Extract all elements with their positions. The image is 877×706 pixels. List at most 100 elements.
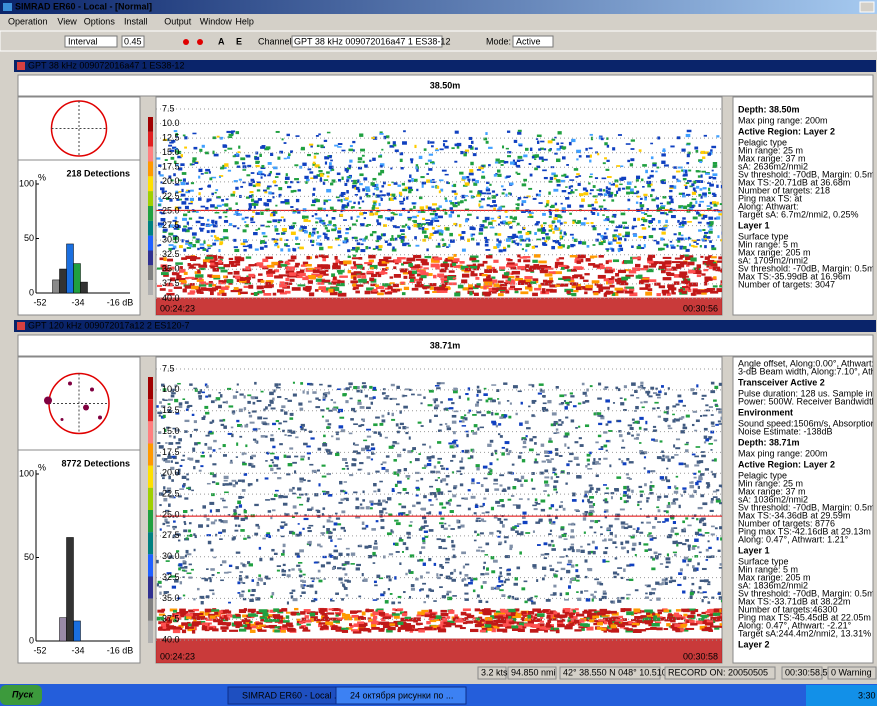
echo-dot bbox=[373, 483, 377, 486]
echo-dot bbox=[627, 160, 630, 162]
echo-dot bbox=[499, 474, 504, 476]
echo-dot bbox=[457, 146, 460, 149]
echo-dot bbox=[433, 600, 436, 602]
echo-dot bbox=[522, 248, 524, 250]
echo-dot bbox=[191, 509, 194, 511]
menu-item[interactable]: Options bbox=[84, 16, 116, 26]
echo-dot bbox=[413, 206, 416, 209]
echo-dot bbox=[411, 160, 413, 163]
menu-item[interactable]: Window bbox=[200, 16, 233, 26]
echo-dot bbox=[238, 480, 242, 482]
bottom-echo bbox=[229, 261, 234, 265]
menu-item[interactable]: Help bbox=[235, 16, 254, 26]
echo-dot bbox=[420, 588, 424, 590]
echo-dot bbox=[539, 383, 544, 385]
echo-dot bbox=[545, 233, 549, 235]
bottom-echo bbox=[512, 271, 520, 275]
echo-dot bbox=[253, 232, 258, 235]
channel-select-text[interactable]: GPT 38 kHz 009072016a47 1 ES38-12 bbox=[294, 36, 450, 46]
echo-dot bbox=[377, 502, 382, 505]
menu-item[interactable]: View bbox=[57, 16, 77, 26]
echo-dot bbox=[544, 469, 548, 472]
echo-dot bbox=[439, 205, 442, 207]
echo-dot bbox=[531, 602, 536, 605]
echo-dot bbox=[561, 421, 563, 424]
echo-dot bbox=[302, 215, 305, 218]
echo-dot bbox=[682, 487, 686, 489]
interval-select-text[interactable]: Interval bbox=[68, 36, 98, 46]
bottom-echo bbox=[221, 270, 228, 273]
echo-dot bbox=[210, 549, 213, 552]
histogram-unit: % bbox=[38, 462, 46, 472]
echo-dot bbox=[208, 541, 211, 544]
echo-dot bbox=[548, 140, 553, 143]
record-button[interactable] bbox=[183, 39, 189, 45]
echo-dot bbox=[698, 507, 703, 509]
bottom-echo bbox=[448, 257, 454, 260]
echo-dot bbox=[306, 179, 310, 181]
echo-dot bbox=[400, 193, 402, 196]
echo-dot bbox=[451, 579, 455, 582]
echo-dot bbox=[235, 202, 237, 204]
echo-dot bbox=[378, 245, 382, 248]
color-scale bbox=[148, 599, 153, 621]
interval-value-text[interactable]: 0.45 bbox=[124, 36, 142, 46]
echo-dot bbox=[623, 568, 626, 571]
echo-dot bbox=[322, 532, 324, 535]
channel-label: Channel: bbox=[258, 36, 294, 46]
echo-dot bbox=[421, 546, 425, 548]
depth-label: 20.0 bbox=[162, 176, 180, 186]
color-scale bbox=[148, 206, 153, 221]
echo-dot bbox=[397, 492, 401, 494]
mode-select-text[interactable]: Active bbox=[516, 36, 541, 46]
echo-dot bbox=[435, 149, 439, 151]
echo-dot bbox=[679, 226, 684, 228]
record-button[interactable] bbox=[197, 39, 203, 45]
echo-dot bbox=[343, 586, 346, 588]
echo-dot bbox=[344, 183, 347, 186]
toolbar-button[interactable]: E bbox=[236, 36, 242, 46]
echo-dot bbox=[535, 223, 538, 225]
echo-dot bbox=[612, 541, 616, 544]
echo-dot bbox=[510, 183, 514, 186]
bottom-echo bbox=[285, 278, 289, 281]
echo-dot bbox=[440, 574, 443, 576]
echo-dot bbox=[471, 141, 474, 144]
echo-dot bbox=[250, 594, 254, 596]
echo-dot bbox=[478, 399, 482, 401]
echo-dot bbox=[709, 228, 712, 230]
time-start: 00:24:23 bbox=[160, 303, 195, 313]
echo-dot bbox=[623, 462, 627, 465]
bottom-echo bbox=[210, 291, 214, 295]
echo-dot bbox=[544, 481, 548, 484]
echo-dot bbox=[254, 533, 258, 536]
echo-dot bbox=[692, 198, 697, 200]
echo-dot bbox=[372, 205, 375, 208]
echo-dot bbox=[428, 141, 430, 144]
echo-dot bbox=[173, 436, 175, 439]
bottom-echo bbox=[548, 280, 554, 282]
echo-dot bbox=[582, 499, 584, 502]
echo-dot bbox=[328, 221, 331, 223]
menu-item[interactable]: Install bbox=[124, 16, 148, 26]
echo-dot bbox=[260, 241, 262, 244]
echo-dot bbox=[318, 399, 320, 401]
echo-dot bbox=[285, 181, 288, 184]
echo-dot bbox=[589, 452, 591, 455]
toolbar-button[interactable]: A bbox=[218, 36, 225, 46]
echo-dot bbox=[453, 487, 456, 490]
color-scale bbox=[148, 280, 153, 295]
menu-item[interactable]: Output bbox=[164, 16, 192, 26]
menu-item[interactable]: Operation bbox=[8, 16, 48, 26]
echo-dot bbox=[686, 564, 689, 567]
echo-dot bbox=[594, 578, 599, 580]
bottom-echo bbox=[679, 274, 685, 277]
echo-dot bbox=[270, 434, 273, 436]
echo-dot bbox=[449, 233, 453, 236]
echo-dot bbox=[528, 406, 530, 408]
echo-dot bbox=[257, 189, 260, 191]
echo-dot bbox=[549, 216, 552, 218]
echo-dot bbox=[542, 567, 546, 570]
echo-dot bbox=[517, 223, 520, 226]
depth-label: 10.0 bbox=[162, 118, 180, 128]
